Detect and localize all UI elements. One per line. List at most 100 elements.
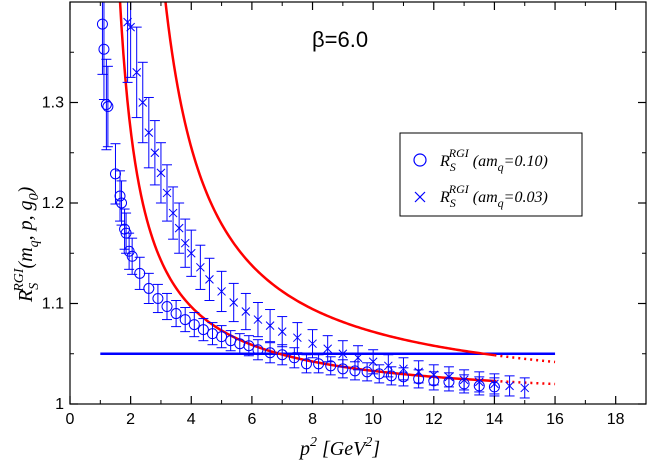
cross-marker-b: [156, 168, 166, 178]
data-point-s0-17: [188, 312, 200, 338]
circle-marker: [325, 360, 337, 372]
cross-marker-b: [168, 208, 178, 218]
legend-box: [399, 132, 583, 217]
data-point-s0-23: [243, 335, 255, 357]
data-point-s1-18: [265, 309, 276, 343]
cross-marker-b: [241, 307, 251, 316]
circle-marker: [216, 331, 228, 343]
chart-axes: 0 2 4 6 8 10 12 14 16 18 1 1.1 1.2 1.3: [42, 2, 646, 428]
data-point-s1-10: [180, 218, 191, 268]
circle-marker: [349, 365, 361, 377]
cross-marker-b: [132, 67, 142, 77]
cross-marker-b: [217, 287, 226, 296]
circle-marker: [385, 370, 397, 382]
beta-annotation: β=6.0: [312, 27, 368, 52]
fit-curve-dotted-1: [494, 353, 556, 364]
x-tick-label-4: 8: [308, 411, 317, 428]
legend-label-amq-010: RSRGI (amq=0.10): [439, 146, 548, 174]
circle-marker: [276, 349, 288, 361]
cross-marker-b: [229, 298, 239, 307]
data-point-s0-20: [216, 325, 228, 349]
cross-marker-b: [505, 381, 514, 391]
data-point-s1-32: [474, 371, 485, 393]
data-point-s1-31: [459, 369, 470, 391]
data-point-s1-14: [216, 270, 227, 313]
cross-marker-b: [383, 361, 393, 371]
data-point-s1-5: [149, 120, 160, 186]
data-point-s1-15: [228, 282, 239, 323]
circle-marker: [243, 340, 255, 352]
circle-marker: [100, 99, 112, 111]
circle-marker: [161, 301, 173, 313]
legend: RSRGI (amq=0.10) RSRGI (amq=0.03): [399, 132, 583, 217]
cross-marker-b: [490, 379, 499, 389]
cross-marker-b: [174, 223, 184, 233]
data-point-s1-34: [504, 375, 515, 397]
data-point-s1-27: [398, 357, 409, 381]
data-point-s1-16: [240, 292, 251, 331]
data-point-s0-24: [252, 339, 264, 361]
cross-marker-b: [520, 383, 530, 393]
cross-marker-b: [144, 128, 154, 138]
cross-marker-b: [429, 370, 439, 380]
x-tick-label-6: 12: [425, 411, 443, 428]
cross-marker-b: [253, 315, 263, 324]
circle-marker: [116, 197, 128, 209]
x-tick-label-0: 0: [66, 411, 75, 428]
data-point-s0-29: [313, 354, 325, 374]
data-point-s0-25: [264, 342, 276, 364]
data-point-s1-23: [337, 340, 348, 368]
x-tick-label-2: 4: [187, 411, 196, 428]
cross-marker-b: [474, 377, 484, 387]
cross-marker-b: [414, 367, 423, 377]
circle-marker: [114, 190, 126, 202]
x-tick-label-3: 6: [247, 411, 256, 428]
data-point-s1-29: [428, 364, 439, 386]
data-point-s1-8: [168, 186, 179, 240]
x-tick-label-8: 16: [546, 411, 564, 428]
x-tick-label-9: 18: [607, 411, 625, 428]
cross-marker-b: [323, 344, 333, 354]
data-point-s0-0: [96, 2, 108, 75]
cross-marker-b: [368, 357, 378, 367]
cross-marker-b: [126, 22, 135, 32]
data-point-s1-2: [131, 26, 142, 119]
cross-marker-b: [186, 248, 196, 258]
cross-marker-b: [265, 321, 275, 330]
cross-marker-b: [138, 98, 148, 107]
cross-marker-b: [459, 375, 469, 385]
data-point-s0-11: [134, 256, 146, 290]
data-point-s0-28: [300, 354, 312, 374]
data-point-s0-5: [114, 170, 126, 222]
data-point-s0-34: [373, 364, 385, 384]
circle-marker: [188, 319, 200, 331]
y-tick-label-0: 1: [55, 396, 64, 413]
legend-label-amq-003: RSRGI (amq=0.03): [439, 182, 548, 210]
data-point-s1-11: [186, 229, 197, 277]
data-point-s1-25: [368, 349, 379, 375]
data-point-s0-18: [197, 318, 209, 342]
circle-marker: [197, 324, 209, 336]
legend-circle-marker: [413, 153, 427, 167]
fit-curve-solid-1: [164, 2, 495, 357]
circle-marker: [252, 344, 264, 356]
data-point-s0-3: [102, 65, 114, 148]
cross-marker-b: [180, 238, 190, 248]
data-point-s1-35: [519, 377, 530, 399]
cross-marker-b: [399, 364, 408, 374]
data-point-s0-15: [170, 299, 182, 328]
data-point-s0-13: [152, 283, 164, 314]
data-point-s0-2: [100, 58, 112, 151]
x-tick-label-7: 14: [486, 411, 504, 428]
x-axis-title: p2 [GeV2]: [298, 435, 380, 460]
cross-marker-b: [338, 349, 348, 359]
circle-marker: [126, 250, 138, 262]
cross-marker-b: [444, 372, 454, 382]
data-point-s1-6: [155, 142, 166, 204]
data-point-s1-7: [162, 164, 173, 222]
cross-marker-b: [162, 188, 172, 198]
circle-marker: [96, 18, 108, 30]
data-point-s1-9: [174, 202, 185, 254]
legend-item-amq-003: RSRGI (amq=0.03): [414, 182, 548, 210]
